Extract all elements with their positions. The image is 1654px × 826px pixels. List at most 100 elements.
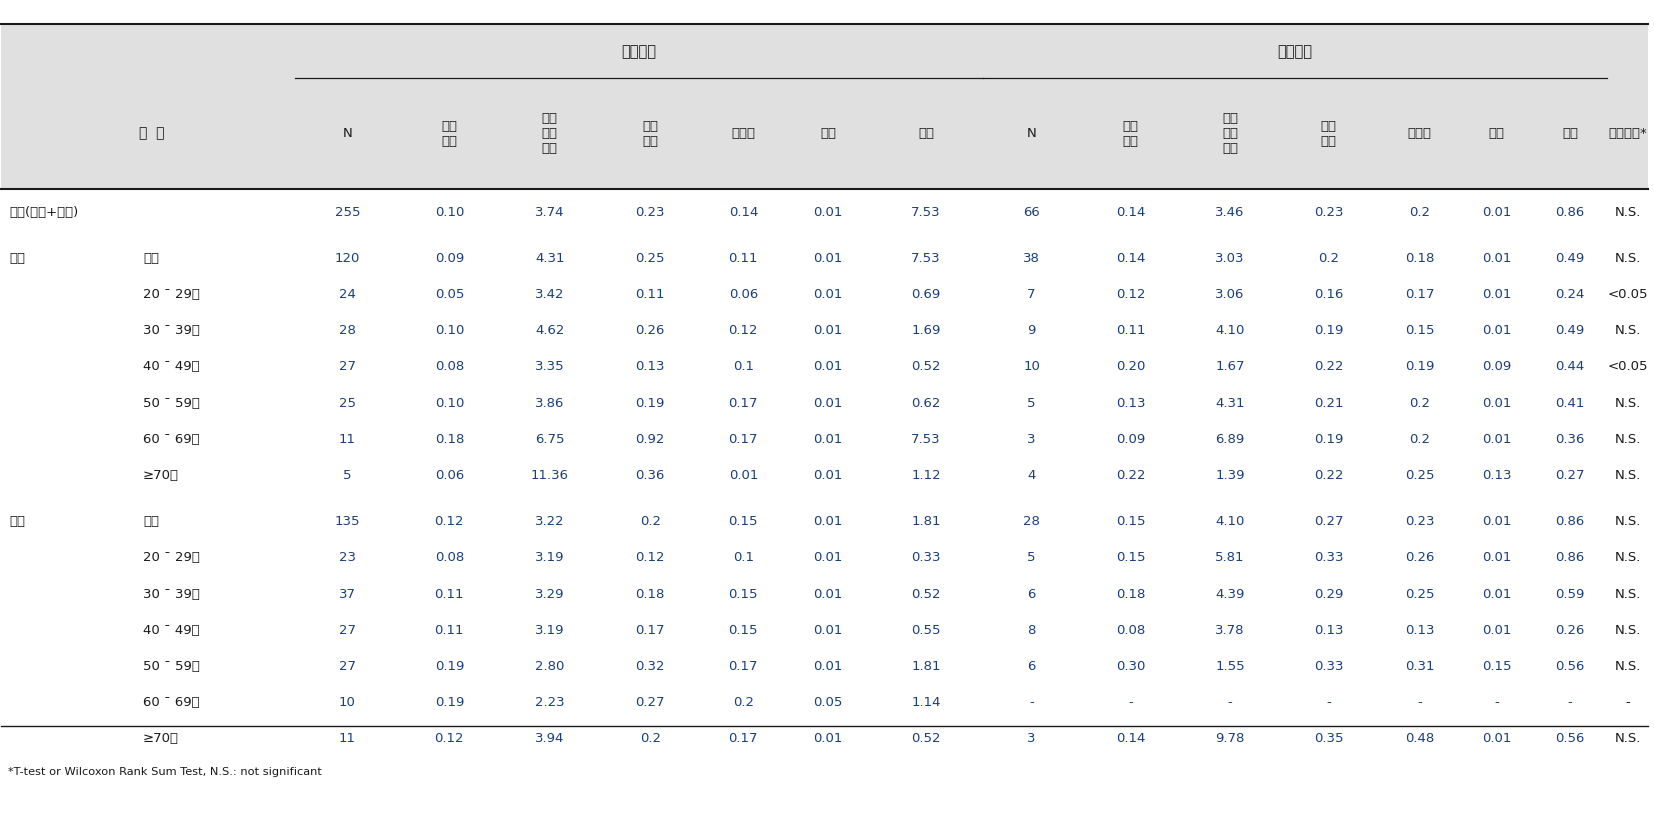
Text: 기하
평균: 기하 평균 (1123, 120, 1138, 148)
Text: 0.24: 0.24 (1555, 288, 1585, 301)
Text: 6: 6 (1027, 587, 1035, 601)
Text: 0.01: 0.01 (1482, 552, 1512, 564)
Text: 27: 27 (339, 660, 356, 673)
Text: 66: 66 (1024, 206, 1040, 219)
Text: 0.15: 0.15 (1116, 515, 1145, 528)
Text: 10: 10 (339, 696, 356, 710)
Text: 3.19: 3.19 (536, 552, 564, 564)
Text: 25: 25 (339, 396, 356, 410)
Text: 0.17: 0.17 (729, 433, 758, 446)
Text: 4.62: 4.62 (536, 324, 564, 337)
Text: 0.22: 0.22 (1315, 469, 1343, 482)
Text: 9: 9 (1027, 324, 1035, 337)
Text: 1.67: 1.67 (1216, 360, 1245, 373)
Text: 0.13: 0.13 (1482, 469, 1512, 482)
Text: 대조지역: 대조지역 (1277, 44, 1313, 59)
Text: 0.52: 0.52 (911, 360, 941, 373)
Text: 7: 7 (1027, 288, 1035, 301)
Text: N.S.: N.S. (1614, 252, 1641, 265)
Text: 0.27: 0.27 (1555, 469, 1585, 482)
Text: 11: 11 (339, 433, 356, 446)
Text: 0.09: 0.09 (435, 252, 465, 265)
Text: 0.19: 0.19 (635, 396, 665, 410)
Text: 중위수: 중위수 (1408, 127, 1431, 140)
Text: N.S.: N.S. (1614, 587, 1641, 601)
Text: 3.94: 3.94 (536, 733, 564, 746)
Text: 2.23: 2.23 (534, 696, 564, 710)
Text: 0.14: 0.14 (1116, 206, 1145, 219)
Text: 24: 24 (339, 288, 356, 301)
Text: 0.01: 0.01 (814, 288, 844, 301)
Text: 3.03: 3.03 (1216, 252, 1245, 265)
Text: 0.22: 0.22 (1116, 469, 1145, 482)
Text: 0.11: 0.11 (435, 624, 465, 637)
Text: 28: 28 (339, 324, 356, 337)
Text: 0.01: 0.01 (1482, 515, 1512, 528)
Text: 1.14: 1.14 (911, 696, 941, 710)
Text: -: - (1568, 696, 1573, 710)
Text: 0.30: 0.30 (1116, 660, 1145, 673)
Text: 3.35: 3.35 (534, 360, 564, 373)
Text: -: - (1227, 696, 1232, 710)
Text: *T-test or Wilcoxon Rank Sum Test, N.S.: not significant: *T-test or Wilcoxon Rank Sum Test, N.S.:… (8, 767, 323, 777)
Text: 0.01: 0.01 (814, 252, 844, 265)
Text: 5: 5 (342, 469, 352, 482)
Text: 0.33: 0.33 (1315, 660, 1343, 673)
Text: 0.33: 0.33 (1315, 552, 1343, 564)
Text: 최대: 최대 (918, 127, 935, 140)
Text: 0.01: 0.01 (814, 624, 844, 637)
Text: 0.49: 0.49 (1555, 252, 1585, 265)
Text: 38: 38 (1024, 252, 1040, 265)
Text: 27: 27 (339, 624, 356, 637)
Text: 0.49: 0.49 (1555, 324, 1585, 337)
Text: 0.12: 0.12 (1116, 288, 1145, 301)
Text: 0.01: 0.01 (1482, 587, 1512, 601)
Text: 0.55: 0.55 (911, 624, 941, 637)
Text: 3.78: 3.78 (1216, 624, 1245, 637)
Text: 5: 5 (1027, 396, 1035, 410)
Text: 0.32: 0.32 (635, 660, 665, 673)
Text: 0.17: 0.17 (729, 396, 758, 410)
Text: 4.10: 4.10 (1216, 324, 1245, 337)
Text: 0.26: 0.26 (1555, 624, 1585, 637)
Text: 4: 4 (1027, 469, 1035, 482)
Text: N.S.: N.S. (1614, 433, 1641, 446)
Text: 0.12: 0.12 (729, 324, 758, 337)
Text: N.S.: N.S. (1614, 660, 1641, 673)
Text: 30 ˉ 39세: 30 ˉ 39세 (142, 324, 200, 337)
Text: -: - (1128, 696, 1133, 710)
Text: 0.01: 0.01 (814, 587, 844, 601)
Text: 산술
평균: 산술 평균 (642, 120, 658, 148)
Text: 0.2: 0.2 (640, 515, 662, 528)
Text: N.S.: N.S. (1614, 733, 1641, 746)
Text: 0.17: 0.17 (1404, 288, 1434, 301)
Text: 120: 120 (334, 252, 361, 265)
Text: 40 ˉ 49세: 40 ˉ 49세 (142, 624, 200, 637)
Text: 0.69: 0.69 (911, 288, 941, 301)
Text: 0.15: 0.15 (1116, 552, 1145, 564)
Text: 0.41: 0.41 (1555, 396, 1585, 410)
Text: 0.18: 0.18 (1404, 252, 1434, 265)
Text: 0.25: 0.25 (1404, 587, 1434, 601)
Text: 산술
평균: 산술 평균 (1322, 120, 1336, 148)
Text: 4.39: 4.39 (1216, 587, 1245, 601)
Text: 20 ˉ 29세: 20 ˉ 29세 (142, 288, 200, 301)
Text: 0.09: 0.09 (1116, 433, 1145, 446)
Text: 중위수: 중위수 (731, 127, 756, 140)
Text: 0.15: 0.15 (729, 587, 758, 601)
Text: 4.31: 4.31 (1216, 396, 1245, 410)
Text: 0.01: 0.01 (1482, 252, 1512, 265)
Text: 0.29: 0.29 (1315, 587, 1343, 601)
Text: -: - (1327, 696, 1331, 710)
Text: 4.31: 4.31 (536, 252, 564, 265)
Text: 0.44: 0.44 (1555, 360, 1585, 373)
Text: <0.05: <0.05 (1608, 360, 1647, 373)
Text: 0.05: 0.05 (435, 288, 465, 301)
Text: 11: 11 (339, 733, 356, 746)
Text: 3.86: 3.86 (536, 396, 564, 410)
Text: 6: 6 (1027, 660, 1035, 673)
Bar (2, 25, 1649, 189)
Text: 3.19: 3.19 (536, 624, 564, 637)
Text: -: - (1029, 696, 1034, 710)
Text: 5.81: 5.81 (1216, 552, 1245, 564)
